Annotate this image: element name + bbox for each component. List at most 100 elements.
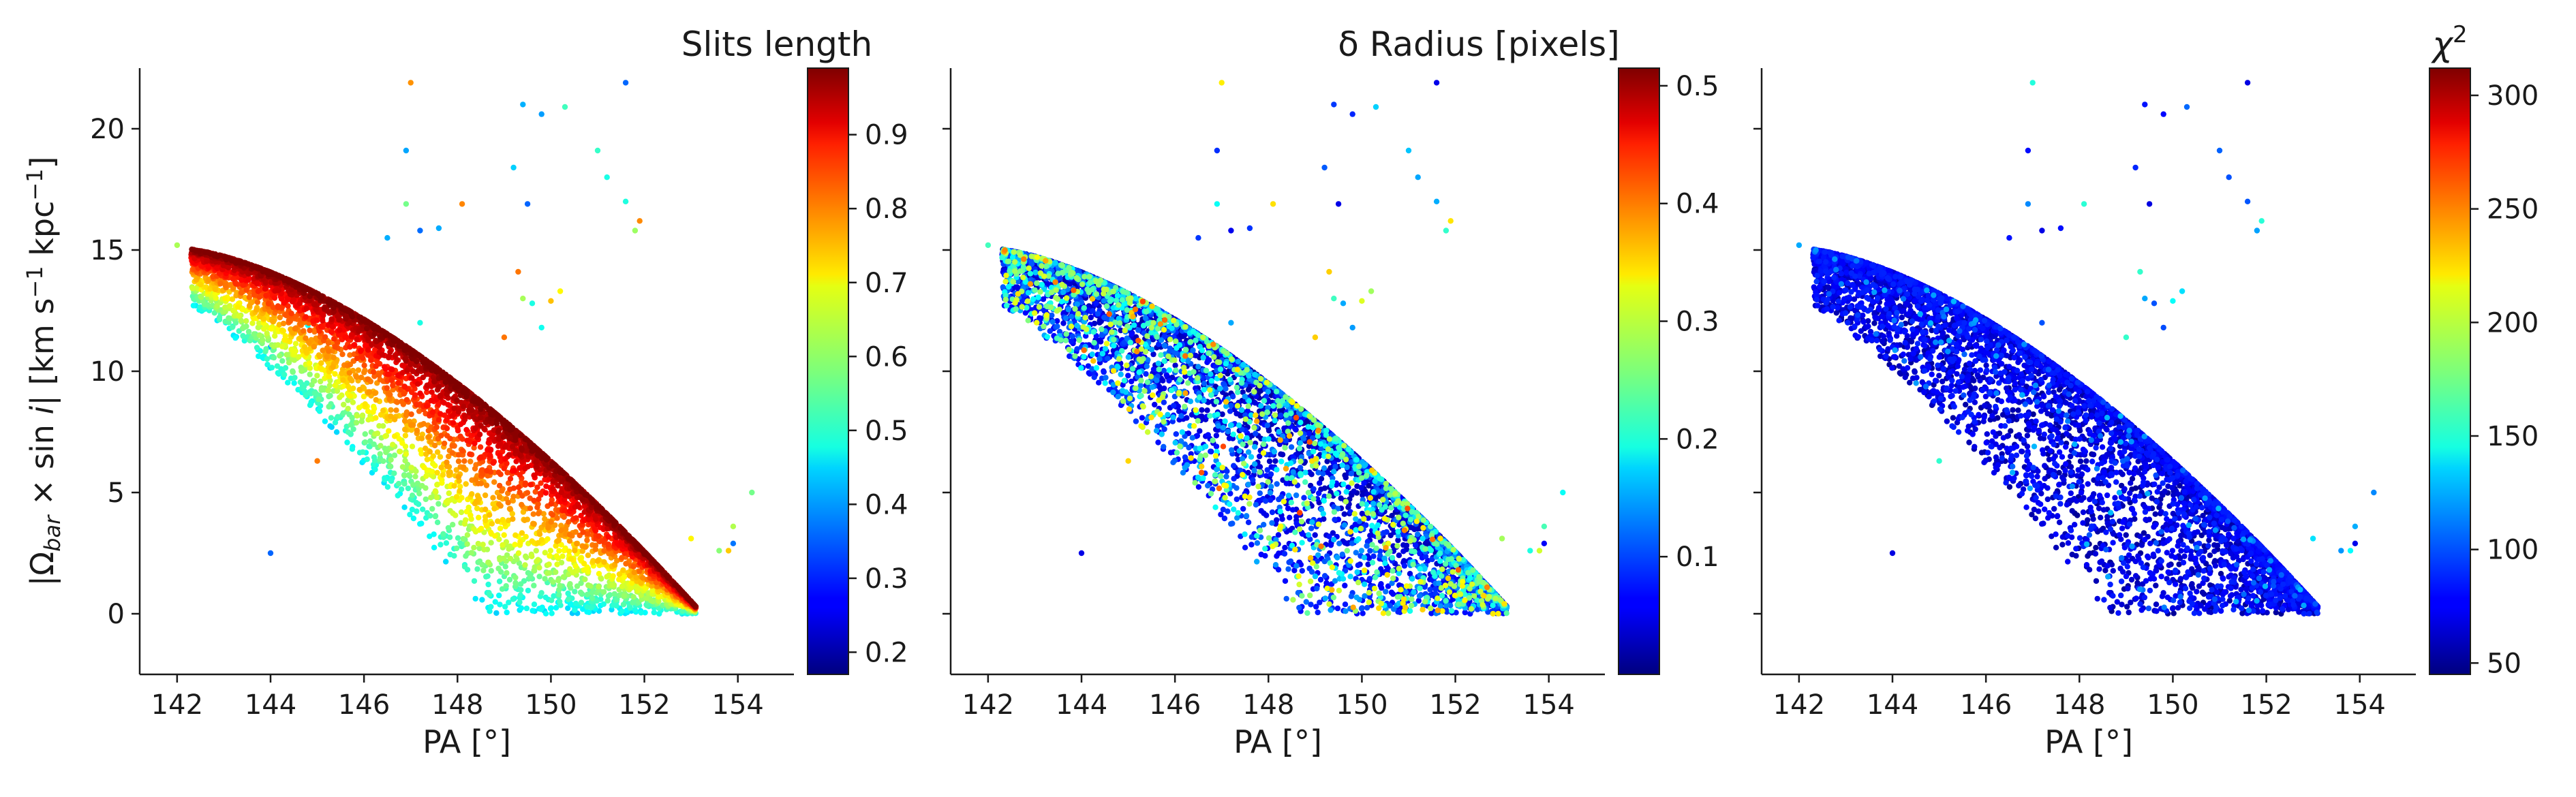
- data-point: [621, 593, 628, 599]
- data-point: [483, 574, 489, 580]
- data-point: [550, 579, 556, 585]
- data-point: [346, 370, 352, 376]
- data-point: [496, 536, 502, 542]
- data-point: [519, 501, 525, 508]
- data-point: [530, 511, 536, 517]
- data-point: [471, 544, 477, 551]
- data-point: [421, 465, 427, 471]
- data-point: [437, 411, 444, 417]
- data-point: [488, 567, 494, 574]
- data-point: [222, 304, 228, 311]
- data-point: [523, 533, 529, 540]
- data-point: [512, 574, 519, 581]
- data-point: [358, 374, 365, 381]
- data-point: [361, 362, 367, 369]
- data-point: [556, 591, 562, 598]
- data-point: [389, 366, 395, 373]
- data-point: [572, 607, 578, 613]
- data-point: [353, 420, 360, 426]
- data-point: [372, 467, 378, 473]
- data-point: [320, 317, 326, 324]
- data-point: [637, 218, 643, 224]
- data-point: [445, 402, 451, 408]
- data-point: [517, 489, 523, 496]
- data-point: [414, 480, 420, 486]
- data-point: [573, 515, 579, 521]
- data-point: [282, 364, 289, 371]
- data-point: [388, 456, 394, 463]
- data-point: [581, 561, 587, 567]
- data-point: [307, 365, 313, 371]
- data-point: [517, 540, 523, 546]
- data-point: [464, 541, 470, 547]
- data-point: [291, 380, 297, 386]
- data-point: [562, 507, 568, 514]
- data-point: [449, 450, 456, 456]
- data-point: [584, 537, 590, 544]
- data-point: [434, 519, 441, 525]
- data-point: [407, 512, 413, 518]
- data-point: [510, 596, 516, 602]
- data-point: [490, 495, 496, 501]
- data-point: [619, 608, 625, 614]
- data-point: [189, 285, 196, 292]
- data-point: [542, 576, 548, 582]
- data-point: [275, 287, 281, 294]
- data-point: [478, 467, 485, 473]
- data-point: [519, 530, 525, 536]
- data-point: [427, 533, 433, 540]
- data-point: [497, 525, 504, 531]
- data-point: [404, 367, 410, 373]
- data-point: [449, 443, 455, 449]
- data-point: [505, 499, 511, 505]
- data-point: [506, 452, 512, 458]
- data-point: [589, 595, 596, 601]
- data-point: [632, 606, 638, 613]
- data-point: [424, 456, 431, 463]
- data-point: [656, 598, 662, 604]
- data-point: [512, 532, 519, 538]
- data-point: [423, 473, 429, 480]
- data-point: [467, 451, 473, 457]
- data-point: [423, 403, 430, 409]
- data-point: [525, 587, 532, 594]
- data-point: [260, 337, 266, 343]
- data-point: [380, 351, 386, 358]
- data-point: [471, 578, 478, 584]
- data-point: [332, 371, 338, 377]
- data-point: [455, 458, 462, 465]
- data-point: [256, 294, 262, 300]
- data-point: [429, 409, 436, 416]
- data-point: [399, 464, 406, 470]
- data-point: [519, 446, 525, 452]
- data-point: [331, 354, 337, 361]
- data-point: [409, 375, 415, 381]
- data-point: [510, 493, 517, 499]
- data-point: [520, 296, 526, 302]
- data-point: [553, 553, 559, 559]
- data-point: [545, 525, 551, 531]
- data-point: [245, 277, 251, 283]
- data-point: [307, 360, 313, 366]
- data-point: [378, 443, 384, 449]
- data-point: [451, 405, 457, 411]
- data-point: [497, 503, 504, 509]
- data-point: [227, 315, 233, 322]
- data-point: [405, 485, 412, 492]
- data-point: [479, 597, 485, 603]
- data-point: [549, 610, 555, 616]
- data-point: [365, 376, 371, 382]
- data-point: [408, 411, 414, 418]
- data-point: [446, 469, 452, 475]
- data-point: [399, 440, 405, 446]
- data-point: [548, 519, 554, 525]
- data-point: [264, 362, 271, 368]
- data-point: [488, 529, 494, 535]
- data-point: [322, 334, 328, 340]
- data-point: [523, 605, 530, 612]
- data-point: [589, 590, 595, 596]
- data-point: [647, 597, 654, 604]
- data-point: [408, 80, 414, 86]
